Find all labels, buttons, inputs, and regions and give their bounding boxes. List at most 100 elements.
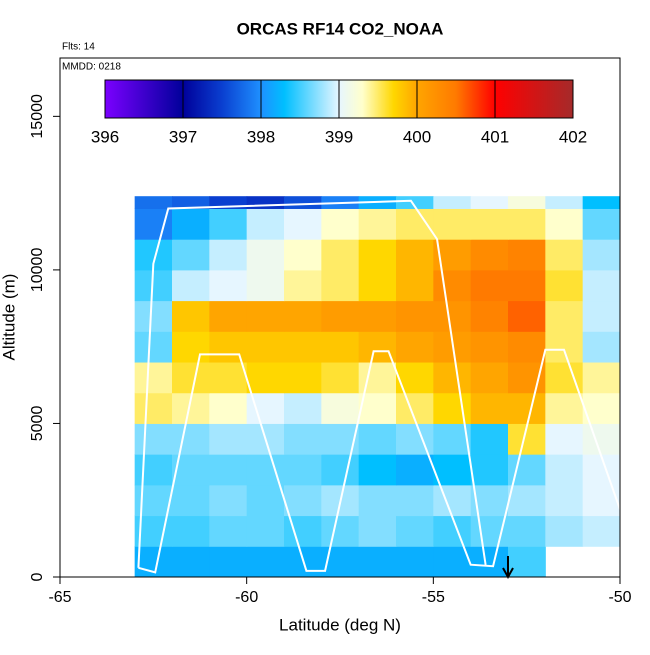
heatmap-cell [396,515,434,547]
y-tick-label: 10000 [29,248,46,293]
heatmap-cell [134,423,173,455]
heatmap-cell [470,331,509,363]
heatmap-cell [172,423,210,455]
heatmap-cell [582,208,621,240]
heatmap-cell [321,515,360,547]
heatmap-cell [284,454,322,486]
heatmap-cell [396,196,434,209]
heatmap-cell [470,515,509,547]
heatmap-cell [470,239,509,271]
heatmap-cell [134,331,173,363]
heatmap-cell [172,269,210,302]
y-tick-label: 15000 [29,94,46,139]
heatmap-cell [508,392,546,424]
heatmap-cell [470,546,509,578]
heatmap-cell [172,331,210,363]
heatmap-cell [246,239,285,271]
heatmap-cell [470,196,509,209]
heatmap-cell [396,331,434,363]
heatmap-cell [284,269,322,302]
heatmap-cell [172,362,210,394]
heatmap-cell [209,392,248,424]
colorbar-tick-label: 399 [325,127,353,146]
heatmap-cell [172,515,210,547]
x-tick-label: -55 [422,589,445,606]
heatmap-cell [134,362,173,394]
heatmap-cell [582,239,621,271]
heatmap-cell [433,484,472,517]
heatmap-cell [433,515,472,547]
heatmap-cell [470,392,509,424]
heatmap-cell [209,208,248,240]
heatmap-cell [209,269,248,302]
heatmap-cell [508,331,546,363]
heatmap-cell [321,392,360,424]
heatmap-cell [209,331,248,363]
heatmap-cell [321,362,360,394]
heatmap-cell [358,392,397,424]
heatmap-cell [508,546,546,578]
heatmap-cell [209,515,248,547]
heatmap-cell [246,208,285,240]
heatmap-cell [433,208,472,240]
heatmap-cell [321,239,360,271]
heatmap-cell [209,423,248,455]
colorbar-tick-label: 402 [559,127,587,146]
heatmap-cell [396,484,434,517]
heatmap-cell [134,300,173,332]
flight-track [137,199,621,574]
heatmap-cell [582,331,621,363]
heatmap-cell [470,300,509,332]
heatmap-cell [508,239,546,271]
heatmap-cell [508,515,546,547]
heatmap-cell [209,300,248,332]
heatmap-cell [358,423,397,455]
heatmap-cell [358,515,397,547]
heatmap-cell [321,331,360,363]
heatmap-cell [209,454,248,486]
heatmap-cell [172,196,210,209]
y-tick-label: 5000 [29,406,46,442]
heatmap-cell [358,269,397,302]
heatmap-cell [508,196,546,209]
chart-title: ORCAS RF14 CO2_NOAA [237,19,444,38]
heatmap-cell [246,484,285,517]
heatmap-cell [134,392,173,424]
heatmap-cell [545,269,584,302]
heatmap-cell [358,484,397,517]
heatmap-cell [545,423,584,455]
heatmap-cell [545,239,584,271]
x-tick-label: -60 [235,589,258,606]
heatmap-cell [433,300,472,332]
colorbar-tick-label: 401 [481,127,509,146]
heatmap-cell [508,269,546,302]
heatmap-cell [172,484,210,517]
heatmap-cell [545,196,584,209]
heatmap-cell [284,362,322,394]
heatmap-cell [582,269,621,302]
heatmap-cell [284,196,322,209]
heatmap-cell [246,196,285,209]
heatmap-cell [433,269,472,302]
y-axis-label: Altitude (m) [0,274,18,361]
heatmap-cell [508,300,546,332]
heatmap-cell [545,300,584,332]
heatmap-cell [284,484,322,517]
plot-frame [59,57,621,578]
heatmap-cell [433,362,472,394]
heatmap-cell [545,454,584,486]
colorbar-tick-label: 400 [403,127,431,146]
heatmap-cell [321,454,360,486]
heatmap-cell [172,208,210,240]
heatmap-cell [545,515,584,547]
y-tick-label: 0 [29,572,46,581]
heatmap-cell [396,208,434,240]
heatmap-cell [321,300,360,332]
heatmap-cell [358,239,397,271]
heatmap-cell [172,239,210,271]
heatmap-cell [246,546,285,578]
heatmap-cell [284,423,322,455]
heatmap-cell [284,331,322,363]
heatmap-cell [209,362,248,394]
heatmap-cell [246,515,285,547]
